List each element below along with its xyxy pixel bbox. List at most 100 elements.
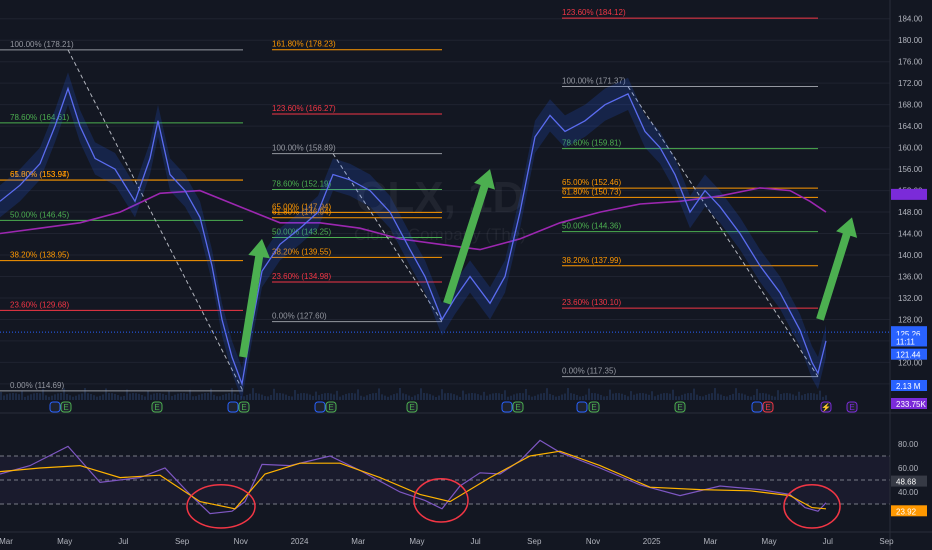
volume-bar [723, 395, 725, 400]
event-marker[interactable]: E [588, 401, 600, 413]
fib-level-label: 23.60% (134.98) [272, 272, 331, 281]
fibonacci-retracements[interactable]: 100.00% (178.21) 78.60% (164.61) 65.00% (1… [0, 8, 818, 392]
arrow[interactable] [816, 217, 858, 321]
volume-bar [519, 393, 521, 400]
volume-bar [585, 394, 587, 400]
event-marker[interactable] [314, 401, 326, 413]
volume-bar [27, 395, 29, 400]
volume-bar [645, 393, 647, 400]
event-marker[interactable] [751, 401, 763, 413]
volume-bar [255, 393, 257, 400]
fib-level-label: 38.20% (137.99) [562, 256, 621, 265]
volume-bar [675, 396, 677, 400]
volume-bar [492, 393, 494, 400]
volume-bar [393, 394, 395, 400]
event-badge[interactable] [846, 401, 858, 413]
volume-bar [276, 393, 278, 400]
volume-bar [816, 394, 818, 400]
fib-set[interactable]: 100.00% (178.21) 78.60% (164.61) 65.00% (1… [0, 40, 243, 392]
trend-line[interactable] [627, 86, 819, 377]
event-marker[interactable]: E [325, 401, 337, 413]
volume-bar [660, 393, 662, 400]
event-marker[interactable]: E [762, 401, 774, 413]
volume-label-text: 2.13 M [896, 382, 921, 391]
event-markers[interactable]: E E E E E E E E E ⚡ E [49, 401, 858, 413]
event-marker[interactable]: E [846, 401, 858, 413]
time-tick-label: 2025 [643, 537, 661, 546]
event-marker[interactable] [227, 401, 239, 413]
event-badge[interactable] [588, 401, 600, 413]
volume-bar [480, 395, 482, 400]
price-tick-label: 136.00 [898, 272, 923, 281]
volume-bar [30, 394, 32, 400]
event-badge[interactable] [820, 401, 832, 413]
event-badge[interactable] [512, 401, 524, 413]
arrow[interactable] [443, 169, 495, 305]
event-badge[interactable] [751, 401, 763, 413]
volume-bar [303, 393, 305, 400]
volume-bar [672, 389, 674, 400]
event-marker[interactable]: E [512, 401, 524, 413]
highlight-circle[interactable] [186, 484, 256, 529]
event-label: E [63, 403, 68, 412]
volume-bar [168, 391, 170, 400]
event-badge[interactable] [325, 401, 337, 413]
event-badge[interactable] [576, 401, 588, 413]
volume-bar [516, 393, 518, 400]
volume-bar [546, 388, 548, 400]
event-marker[interactable] [49, 401, 61, 413]
event-badge[interactable] [501, 401, 513, 413]
volume-bar [54, 394, 56, 400]
volume-bar [768, 394, 770, 400]
arrow[interactable] [239, 238, 270, 358]
event-badge[interactable] [49, 401, 61, 413]
event-marker[interactable] [576, 401, 588, 413]
time-axis[interactable]: Mar May Jul Sep Nov 2024 Mar May Jul Sep Nov 2025 Ma… [0, 531, 932, 546]
event-marker[interactable]: E [151, 401, 163, 413]
volume-bar [117, 395, 119, 400]
event-marker[interactable]: E [238, 401, 250, 413]
volume-bar [525, 388, 527, 400]
event-badge[interactable] [406, 401, 418, 413]
price-tick-label: 160.00 [898, 144, 923, 153]
volume-bar [297, 393, 299, 400]
highlight-circle[interactable] [413, 478, 469, 523]
volume-bar [375, 393, 377, 400]
volume-bar [15, 393, 17, 400]
event-badge[interactable] [238, 401, 250, 413]
price-tick-label: 168.00 [898, 101, 923, 110]
trend-lines[interactable] [67, 49, 819, 392]
fib-level-label: 38.20% (139.55) [272, 247, 331, 256]
event-marker[interactable]: ⚡ [820, 401, 832, 413]
time-tick-label: Nov [586, 537, 600, 546]
event-marker[interactable]: E [60, 401, 72, 413]
event-marker[interactable]: E [406, 401, 418, 413]
projection-arrows[interactable] [239, 169, 858, 358]
trend-line[interactable] [67, 49, 244, 392]
price-label: 125.26 [891, 328, 927, 340]
event-badge[interactable] [314, 401, 326, 413]
trend-line[interactable] [332, 153, 443, 322]
fib-set[interactable]: 123.60% (184.12) 100.00% (171.37) 78.60% (… [562, 8, 818, 378]
event-marker[interactable]: E [674, 401, 686, 413]
event-badge[interactable] [60, 401, 72, 413]
event-marker[interactable] [501, 401, 513, 413]
event-badge[interactable] [762, 401, 774, 413]
price-tick-label: 140.00 [898, 251, 923, 260]
volume-bar [411, 396, 413, 400]
volume-bar [456, 395, 458, 400]
volume-bar [201, 393, 203, 400]
price-tick-label: 132.00 [898, 294, 923, 303]
highlight-circle[interactable] [783, 484, 841, 529]
volume-bar [36, 393, 38, 400]
volume-bar [681, 394, 683, 400]
volume-bar [273, 388, 275, 400]
event-badge[interactable] [674, 401, 686, 413]
event-badge[interactable] [151, 401, 163, 413]
event-badge[interactable] [227, 401, 239, 413]
volume-bar [399, 388, 401, 400]
volume-bar [171, 396, 173, 400]
